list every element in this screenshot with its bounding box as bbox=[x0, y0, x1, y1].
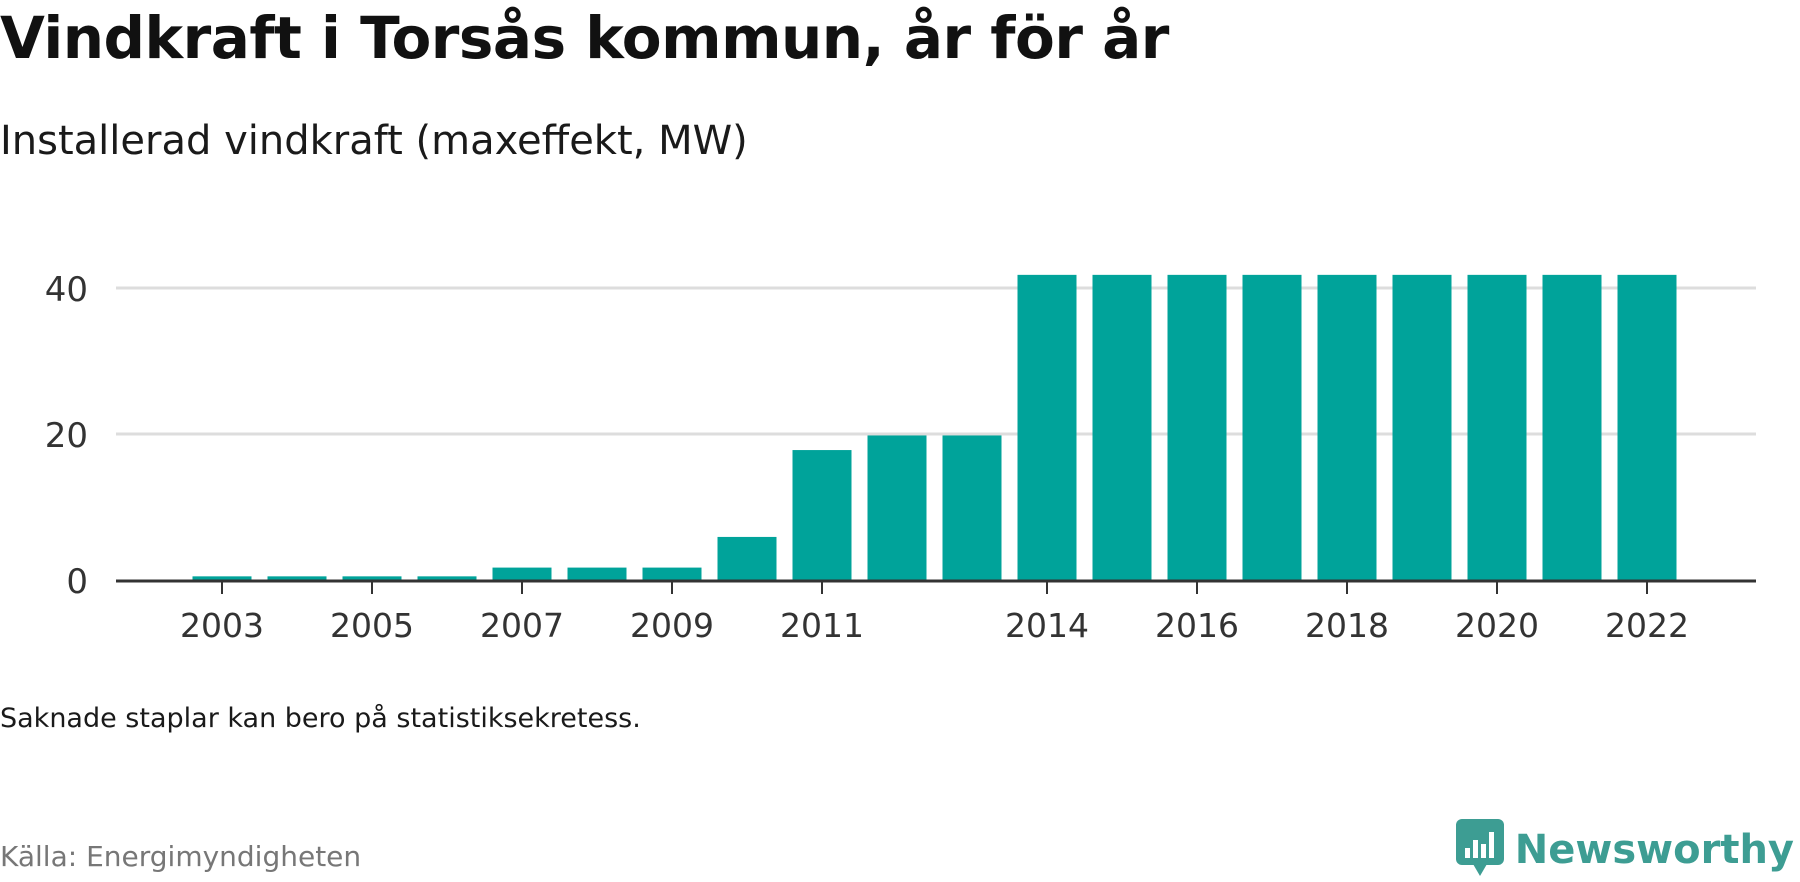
bar-2008 bbox=[567, 567, 627, 580]
x-tick-label: 2014 bbox=[1005, 606, 1089, 645]
bar-layer bbox=[192, 274, 1677, 580]
x-tick-label: 2018 bbox=[1305, 606, 1389, 645]
bar-2003 bbox=[192, 576, 252, 580]
source-label: Källa: Energimyndigheten bbox=[0, 840, 362, 873]
bar-2016 bbox=[1167, 274, 1227, 580]
bar-2022 bbox=[1617, 274, 1677, 580]
bar-2012 bbox=[867, 435, 927, 580]
bar-2006 bbox=[417, 576, 477, 580]
bar-2004 bbox=[267, 576, 327, 580]
x-tick-label: 2005 bbox=[330, 606, 414, 645]
x-tick-label: 2011 bbox=[780, 606, 864, 645]
bar-chart: 0 20 40 2003 2005 2007 2009 2011 2014 2016 2018 202… bbox=[45, 270, 1756, 645]
x-tick-label: 2016 bbox=[1155, 606, 1239, 645]
bar-2017 bbox=[1242, 274, 1302, 580]
bar-2014 bbox=[1017, 274, 1077, 580]
bar-2005 bbox=[342, 576, 402, 580]
newsworthy-logo-icon bbox=[1455, 818, 1505, 882]
bar-2010 bbox=[717, 536, 777, 580]
bar-2013 bbox=[942, 435, 1002, 580]
y-tick-label: 20 bbox=[45, 416, 88, 456]
bar-2007 bbox=[492, 567, 552, 580]
y-tick-label: 40 bbox=[45, 270, 88, 310]
brand-logo: Newsworthy bbox=[1455, 818, 1794, 882]
axis-layer bbox=[116, 579, 1756, 594]
footnote: Saknade staplar kan bero på statistiksek… bbox=[0, 703, 641, 734]
bar-2020 bbox=[1467, 274, 1527, 580]
brand-name: Newsworthy bbox=[1514, 827, 1794, 873]
bar-2021 bbox=[1542, 274, 1602, 580]
bar-2019 bbox=[1392, 274, 1452, 580]
x-tick-label: 2007 bbox=[480, 606, 564, 645]
x-tick-label: 2020 bbox=[1455, 606, 1539, 645]
x-tick-label: 2022 bbox=[1605, 606, 1689, 645]
bar-2015 bbox=[1092, 274, 1152, 580]
x-tick-label: 2003 bbox=[180, 606, 264, 645]
bar-2009 bbox=[642, 567, 702, 580]
page-title: Vindkraft i Torsås kommun, år för år bbox=[0, 4, 1169, 72]
bar-2018 bbox=[1317, 274, 1377, 580]
chart-subtitle: Installerad vindkraft (maxeffekt, MW) bbox=[0, 118, 748, 164]
bar-2011 bbox=[792, 450, 852, 580]
x-tick-label: 2009 bbox=[630, 606, 714, 645]
y-tick-label: 0 bbox=[66, 562, 88, 602]
label-layer: 0 20 40 2003 2005 2007 2009 2011 2014 2016 2018 202… bbox=[45, 270, 1689, 645]
